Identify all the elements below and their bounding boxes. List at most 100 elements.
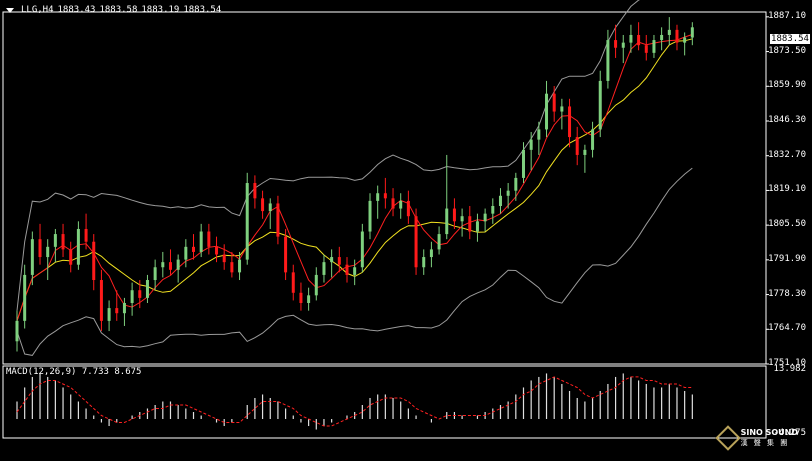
candle-body — [629, 34, 633, 43]
candle-body — [199, 231, 203, 252]
macd-axis-label: 13.982 — [773, 364, 806, 374]
candle-body — [161, 262, 165, 268]
candle-body — [15, 320, 19, 342]
candle-body — [360, 231, 364, 268]
candle-body — [30, 239, 34, 275]
candle-body — [660, 34, 664, 41]
sino-sound-logo: SINO SOUND 漢 聲 集 團 — [714, 425, 798, 451]
candle-body — [445, 208, 449, 235]
price-axis-label: 1764.70 — [768, 323, 806, 334]
candle-body — [215, 246, 219, 255]
candle-body — [107, 308, 111, 321]
logo-sub: 漢 聲 集 團 — [740, 439, 790, 447]
logo-name: SINO SOUND — [740, 428, 798, 437]
symbol-header: LLG,H4 1883.43 1883.58 1883.19 1883.54 — [6, 5, 221, 15]
candle-body — [468, 216, 472, 232]
candle-body — [115, 308, 119, 314]
bollinger-lower-line — [16, 167, 693, 356]
candle-body — [545, 93, 549, 130]
candle-body — [491, 205, 495, 214]
bollinger-bands — [16, 0, 693, 356]
candle-body — [122, 302, 126, 314]
candle-body — [552, 93, 556, 112]
candle-body — [330, 257, 334, 263]
candle-body — [222, 254, 226, 263]
candle-body — [529, 139, 533, 150]
candle-body — [46, 246, 50, 258]
candle-body — [667, 29, 671, 35]
candle-body — [245, 183, 249, 260]
candle-body — [207, 231, 211, 247]
candle-body — [145, 280, 149, 298]
candlesticks — [15, 17, 694, 352]
candle-body — [92, 241, 96, 281]
candle-body — [376, 193, 380, 201]
candle-body — [537, 129, 541, 140]
candle-body — [437, 234, 441, 250]
candle-body — [291, 272, 295, 293]
candle-body — [345, 264, 349, 275]
candle-body — [614, 40, 618, 48]
candle-body — [184, 246, 188, 260]
ohlc-high: 1883.58 — [99, 5, 138, 15]
candle-body — [652, 40, 656, 53]
candle-body — [130, 290, 134, 303]
candle-body — [268, 203, 272, 212]
candle-body — [322, 262, 326, 275]
candle-body — [391, 198, 395, 209]
candle-body — [429, 249, 433, 258]
chart-frame — [2, 11, 769, 439]
candle-body — [353, 267, 357, 275]
candle-body — [238, 259, 242, 273]
price-axis-label: 1778.30 — [768, 288, 806, 299]
macd-panel-border — [2, 365, 767, 439]
candle-body — [690, 27, 694, 38]
main-panel-border — [2, 11, 767, 365]
price-axis-label: 1791.90 — [768, 253, 806, 264]
candle-body — [675, 29, 679, 43]
dropdown-triangle-icon[interactable] — [6, 7, 14, 13]
diamond-logo-icon — [714, 425, 741, 451]
macd-panel — [16, 373, 693, 430]
candle-body — [683, 37, 687, 43]
candle-body — [621, 42, 625, 48]
candle-body — [560, 106, 564, 112]
candle-body — [314, 274, 318, 296]
candle-body — [414, 216, 418, 268]
candle-body — [38, 239, 42, 258]
candle-body — [192, 246, 196, 252]
price-axis-label: 1887.10 — [768, 10, 806, 21]
candle-body — [606, 40, 610, 81]
candle-body — [153, 267, 157, 281]
current-price-tag: 1883.54 — [770, 34, 810, 44]
price-axis-label: 1873.50 — [768, 45, 806, 56]
candle-body — [498, 195, 502, 206]
candle-body — [475, 221, 479, 232]
candle-body — [637, 34, 641, 46]
candle-body — [521, 149, 525, 178]
candle-body — [422, 257, 426, 268]
price-axis-label: 1819.10 — [768, 184, 806, 195]
candle-body — [406, 200, 410, 217]
macd-axis-label: -4.275 — [773, 428, 806, 438]
price-axis-label: 1832.70 — [768, 149, 806, 160]
candle-body — [138, 290, 142, 298]
candle-body — [514, 177, 518, 191]
candle-body — [84, 228, 88, 242]
ohlc-open: 1883.43 — [57, 5, 96, 15]
price-axis-label: 1859.90 — [768, 80, 806, 91]
candle-body — [460, 216, 464, 222]
candle-body — [568, 106, 572, 138]
candle-body — [506, 190, 510, 196]
price-axis-label: 1846.30 — [768, 114, 806, 125]
candle-body — [598, 80, 602, 130]
ohlc-close: 1883.54 — [183, 5, 222, 15]
candle-body — [253, 183, 257, 199]
logo-text: SINO SOUND 漢 聲 集 團 — [741, 428, 798, 448]
price-axis-label: 1751.10 — [768, 358, 806, 368]
candle-body — [168, 262, 172, 270]
candle-body — [644, 45, 648, 53]
candle-body — [276, 203, 280, 237]
